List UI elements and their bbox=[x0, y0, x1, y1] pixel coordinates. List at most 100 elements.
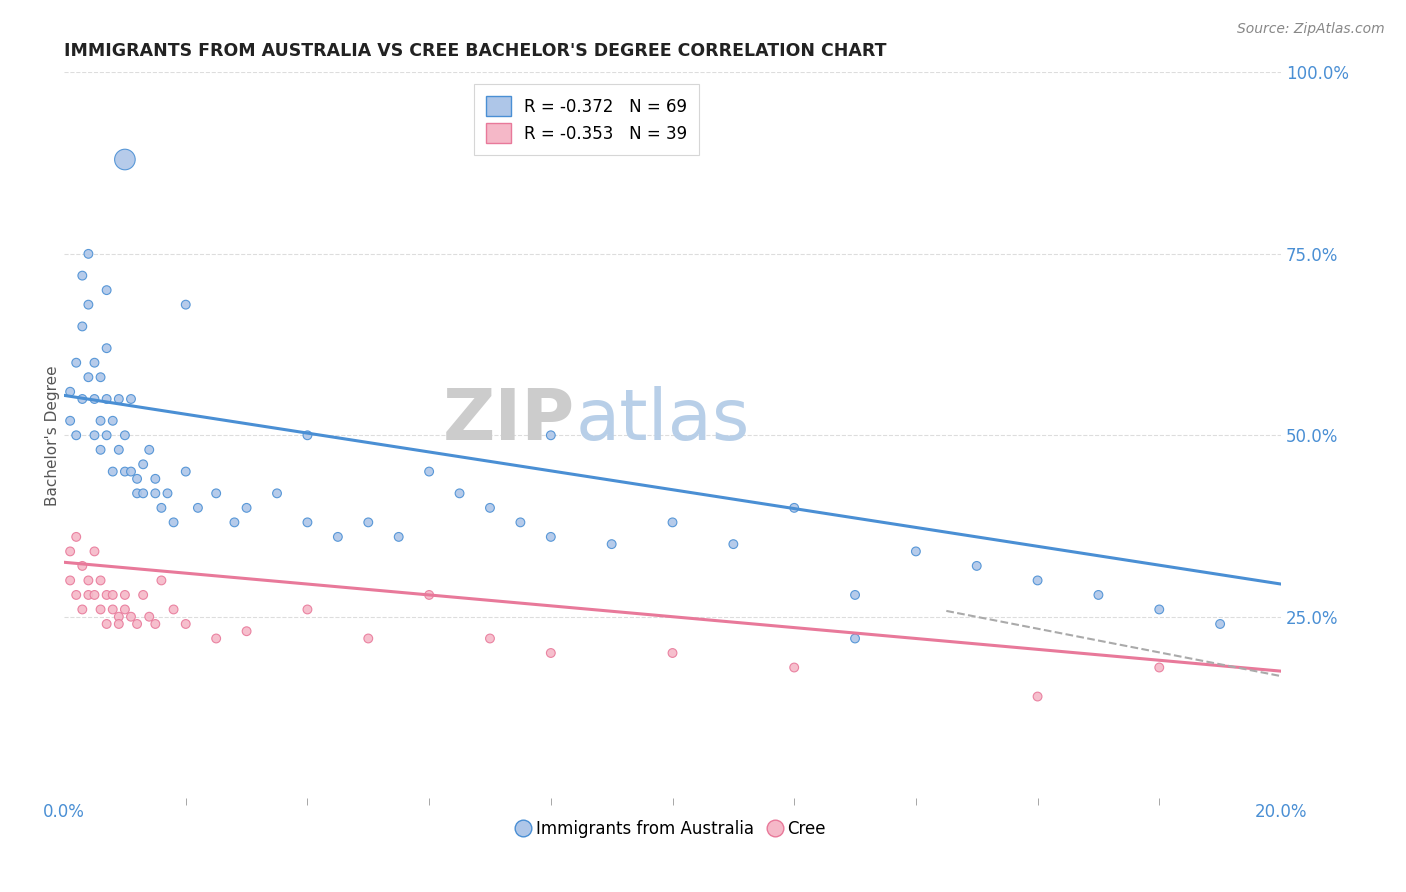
Point bbox=[143, 486, 166, 500]
Point bbox=[101, 602, 124, 616]
Point bbox=[150, 500, 173, 515]
Point bbox=[266, 486, 288, 500]
Point bbox=[235, 624, 257, 639]
Point bbox=[120, 609, 142, 624]
Point bbox=[143, 617, 166, 632]
Point bbox=[65, 356, 87, 370]
Point bbox=[357, 516, 380, 530]
Point bbox=[96, 617, 118, 632]
Point bbox=[138, 442, 160, 457]
Point bbox=[478, 500, 501, 515]
Point bbox=[77, 588, 100, 602]
Text: Source: ZipAtlas.com: Source: ZipAtlas.com bbox=[1237, 22, 1385, 37]
Point bbox=[1149, 660, 1171, 674]
Point bbox=[162, 602, 184, 616]
Point bbox=[418, 465, 440, 479]
Point bbox=[96, 341, 118, 355]
Point bbox=[72, 392, 94, 406]
Point bbox=[65, 588, 87, 602]
Point bbox=[77, 298, 100, 312]
Point bbox=[125, 617, 148, 632]
Point bbox=[174, 617, 197, 632]
Point bbox=[72, 558, 94, 573]
Point bbox=[114, 465, 136, 479]
Point bbox=[101, 588, 124, 602]
Point bbox=[72, 268, 94, 283]
Point bbox=[59, 414, 82, 428]
Point bbox=[388, 530, 411, 544]
Point bbox=[138, 609, 160, 624]
Point bbox=[174, 298, 197, 312]
Point bbox=[205, 632, 228, 646]
Point bbox=[125, 472, 148, 486]
Point bbox=[132, 458, 155, 472]
Point bbox=[162, 516, 184, 530]
Point bbox=[661, 516, 683, 530]
Point bbox=[77, 370, 100, 384]
Point bbox=[783, 500, 806, 515]
Point bbox=[72, 319, 94, 334]
Point bbox=[661, 646, 683, 660]
Point bbox=[1026, 690, 1049, 704]
Point bbox=[90, 602, 112, 616]
Point bbox=[966, 558, 988, 573]
Point bbox=[90, 370, 112, 384]
Point bbox=[326, 530, 349, 544]
Point bbox=[120, 392, 142, 406]
Point bbox=[83, 356, 105, 370]
Point bbox=[600, 537, 623, 551]
Point bbox=[96, 588, 118, 602]
Point bbox=[132, 486, 155, 500]
Point bbox=[108, 617, 131, 632]
Point bbox=[174, 465, 197, 479]
Point bbox=[540, 646, 562, 660]
Point bbox=[449, 486, 471, 500]
Point bbox=[418, 588, 440, 602]
Point bbox=[108, 442, 131, 457]
Point bbox=[844, 588, 866, 602]
Point bbox=[478, 632, 501, 646]
Point bbox=[83, 544, 105, 558]
Point bbox=[1209, 617, 1232, 632]
Point bbox=[72, 602, 94, 616]
Point bbox=[77, 247, 100, 261]
Text: atlas: atlas bbox=[575, 386, 749, 455]
Point bbox=[540, 428, 562, 442]
Text: IMMIGRANTS FROM AUSTRALIA VS CREE BACHELOR'S DEGREE CORRELATION CHART: IMMIGRANTS FROM AUSTRALIA VS CREE BACHEL… bbox=[65, 42, 887, 60]
Point bbox=[783, 660, 806, 674]
Point bbox=[1087, 588, 1109, 602]
Point bbox=[357, 632, 380, 646]
Point bbox=[297, 428, 319, 442]
Legend: Immigrants from Australia, Cree: Immigrants from Australia, Cree bbox=[513, 813, 832, 844]
Point bbox=[114, 602, 136, 616]
Point bbox=[132, 588, 155, 602]
Point bbox=[187, 500, 209, 515]
Point bbox=[150, 574, 173, 588]
Point bbox=[723, 537, 745, 551]
Point bbox=[143, 472, 166, 486]
Point bbox=[540, 530, 562, 544]
Point bbox=[90, 574, 112, 588]
Point bbox=[83, 428, 105, 442]
Point bbox=[96, 428, 118, 442]
Point bbox=[297, 602, 319, 616]
Point bbox=[224, 516, 246, 530]
Text: ZIP: ZIP bbox=[443, 386, 575, 455]
Point bbox=[96, 392, 118, 406]
Point bbox=[59, 544, 82, 558]
Point bbox=[904, 544, 927, 558]
Point bbox=[90, 414, 112, 428]
Point bbox=[114, 428, 136, 442]
Point bbox=[101, 414, 124, 428]
Point bbox=[114, 153, 136, 167]
Point bbox=[120, 465, 142, 479]
Point bbox=[844, 632, 866, 646]
Point bbox=[1026, 574, 1049, 588]
Point bbox=[59, 574, 82, 588]
Point bbox=[77, 574, 100, 588]
Point bbox=[90, 442, 112, 457]
Point bbox=[108, 392, 131, 406]
Point bbox=[108, 609, 131, 624]
Point bbox=[125, 486, 148, 500]
Point bbox=[156, 486, 179, 500]
